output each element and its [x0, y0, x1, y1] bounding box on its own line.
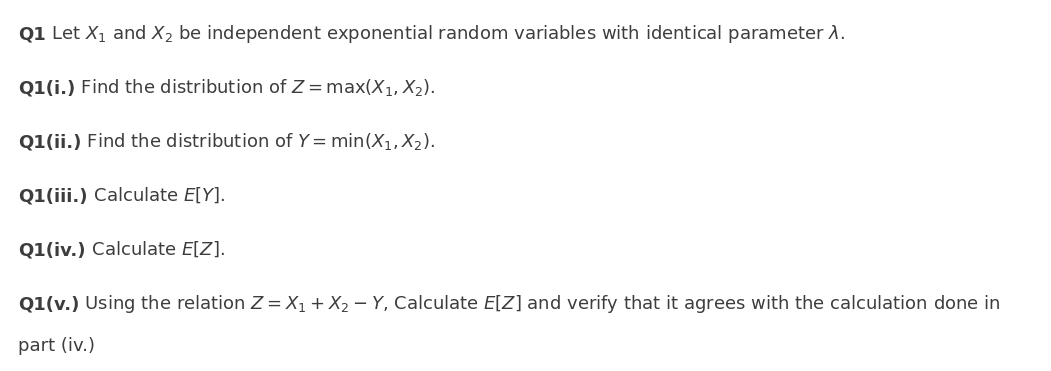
Text: Q1: Q1 [18, 25, 46, 43]
Text: Calculate $E[Y]$.: Calculate $E[Y]$. [87, 186, 225, 205]
Text: Let $X_1$ and $X_2$ be independent exponential random variables with identical p: Let $X_1$ and $X_2$ be independent expon… [46, 23, 845, 45]
Text: Calculate $E[Z]$.: Calculate $E[Z]$. [85, 240, 225, 259]
Text: Q1(iv.): Q1(iv.) [18, 241, 85, 259]
Text: Q1(ii.): Q1(ii.) [18, 133, 81, 151]
Text: Q1(iii.): Q1(iii.) [18, 187, 87, 205]
Text: Q1(v.): Q1(v.) [18, 295, 80, 313]
Text: Find the distribution of $Y = \mathrm{min}(X_1, X_2)$.: Find the distribution of $Y = \mathrm{mi… [81, 131, 435, 152]
Text: Using the relation $Z = X_1 + X_2 - Y$, Calculate $E[Z]$ and verify that it agre: Using the relation $Z = X_1 + X_2 - Y$, … [80, 293, 1001, 315]
Text: Q1(i.): Q1(i.) [18, 79, 76, 97]
Text: Find the distribution of $Z = \mathrm{max}(X_1, X_2)$.: Find the distribution of $Z = \mathrm{ma… [76, 77, 436, 98]
Text: part (iv.): part (iv.) [18, 337, 95, 355]
